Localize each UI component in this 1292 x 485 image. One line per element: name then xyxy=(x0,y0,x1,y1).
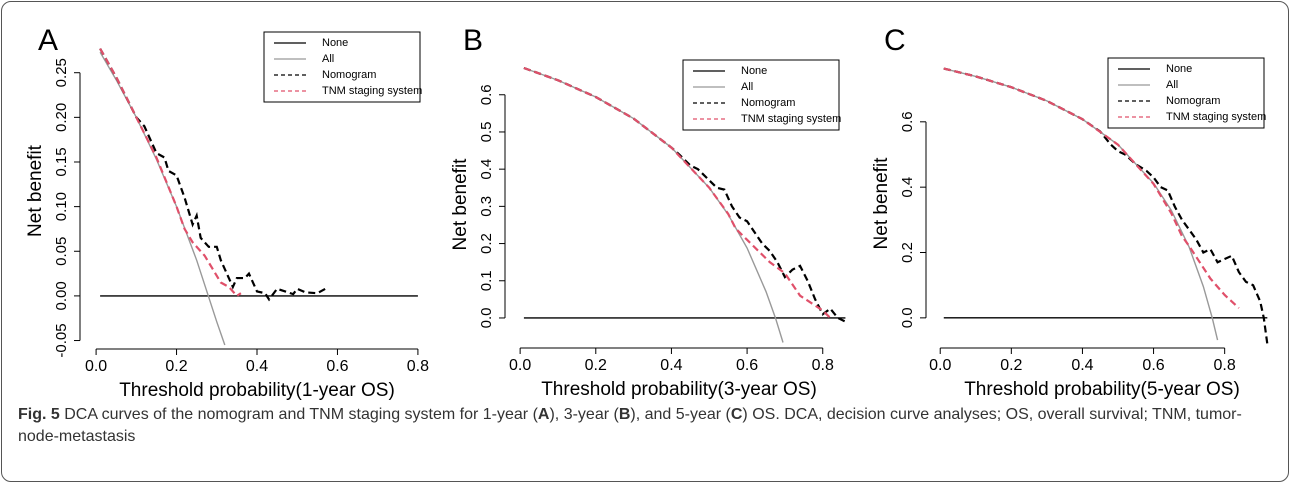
y-tick-label: 0.1 xyxy=(478,270,495,291)
x-axis-label: Threshold probability(5-year OS) xyxy=(964,379,1240,400)
x-tick-label: 0.0 xyxy=(929,357,951,374)
legend-label: All xyxy=(322,53,334,65)
line-all xyxy=(99,51,226,346)
caption-text: DCA curves of the nomogram and TNM stagi… xyxy=(18,406,1242,445)
caption: Fig. 5 DCA curves of the nomogram and TN… xyxy=(18,404,1268,448)
y-tick-label: 0.25 xyxy=(53,58,70,87)
y-tick-label: 0.6 xyxy=(899,111,916,132)
legend-label: TNM staging system xyxy=(322,85,422,97)
panel-label: B xyxy=(463,24,483,57)
x-tick-label: 0.6 xyxy=(1142,357,1164,374)
y-tick-label: 0.20 xyxy=(53,103,70,132)
y-tick-label: 0.4 xyxy=(899,177,916,198)
legend-label: None xyxy=(1166,63,1192,75)
caption-segment: ) OS. DCA, decision curve analyses; OS, … xyxy=(18,406,1242,445)
x-axis-label: Threshold probability(3-year OS) xyxy=(541,379,817,400)
legend-box xyxy=(263,31,421,103)
y-tick-label: 0.6 xyxy=(478,84,495,105)
x-tick-label: 0.2 xyxy=(585,357,607,374)
legend-label: TNM staging system xyxy=(1166,111,1266,123)
x-tick-label: 0.0 xyxy=(85,358,107,375)
caption-label: Fig. 5 xyxy=(18,406,60,423)
y-tick-label: 0.00 xyxy=(53,281,70,310)
line-tnm-staging-system xyxy=(943,67,1240,309)
line-nomogram xyxy=(523,66,846,323)
y-tick-label: 0.2 xyxy=(478,233,495,254)
legend-label: Nomogram xyxy=(322,69,376,81)
legend-box xyxy=(682,59,840,131)
x-tick-label: 0.4 xyxy=(1071,357,1093,374)
caption-segment: ), 3-year ( xyxy=(549,406,619,423)
legend-label: Nomogram xyxy=(1166,95,1220,107)
legend-label: All xyxy=(741,81,753,93)
caption-panel-ref: B xyxy=(618,406,631,423)
legend-label: None xyxy=(741,65,767,77)
y-tick-label: 0.0 xyxy=(478,308,495,329)
legend-label: None xyxy=(322,37,348,49)
chart: A 0.0 0.2 0.4 0.6 0.8 Threshold probability(1-… xyxy=(25,24,1269,400)
caption-segment: DCA curves of the nomogram and TNM stagi… xyxy=(64,406,538,423)
panel-label: C xyxy=(884,24,906,57)
x-tick-label: 0.6 xyxy=(736,357,758,374)
y-tick-label: 0.0 xyxy=(899,307,916,328)
x-tick-label: 0.2 xyxy=(165,358,187,375)
caption-segment: ), and 5-year ( xyxy=(630,406,731,423)
x-tick-label: 0.6 xyxy=(326,358,348,375)
x-tick-label: 0.2 xyxy=(1000,357,1022,374)
x-tick-label: 0.0 xyxy=(509,357,531,374)
y-axis-label: Net benefit xyxy=(25,144,46,237)
y-tick-label: 0.05 xyxy=(53,237,70,266)
x-tick-label: 0.4 xyxy=(246,358,268,375)
line-nomogram xyxy=(943,67,1269,345)
y-tick-label: 0.2 xyxy=(899,242,916,263)
y-tick-label: -0.05 xyxy=(53,323,70,357)
y-axis-label: Net benefit xyxy=(450,158,471,251)
y-axis-label: Net benefit xyxy=(871,157,892,250)
x-tick-label: 0.8 xyxy=(1214,357,1236,374)
y-tick-label: 0.5 xyxy=(478,122,495,143)
line-all xyxy=(943,67,1219,341)
legend-label: Nomogram xyxy=(741,97,795,109)
y-tick-label: 0.3 xyxy=(478,196,495,217)
caption-panel-ref: A xyxy=(537,406,550,423)
y-tick-label: 0.15 xyxy=(53,147,70,176)
y-tick-label: 0.10 xyxy=(53,192,70,221)
line-nomogram xyxy=(99,48,326,302)
caption-panel-ref: C xyxy=(730,406,743,423)
x-tick-label: 0.8 xyxy=(407,358,429,375)
x-tick-label: 0.4 xyxy=(660,357,682,374)
legend-box xyxy=(1107,57,1265,129)
y-tick-label: 0.4 xyxy=(478,159,495,180)
line-tnm-staging-system xyxy=(523,66,832,319)
line-tnm-staging-system xyxy=(99,48,242,298)
x-axis-label: Threshold probability(1-year OS) xyxy=(119,380,395,400)
x-tick-label: 0.8 xyxy=(812,357,834,374)
legend-label: All xyxy=(1166,79,1178,91)
legend-label: TNM staging system xyxy=(741,113,841,125)
panel-label: A xyxy=(38,24,58,57)
